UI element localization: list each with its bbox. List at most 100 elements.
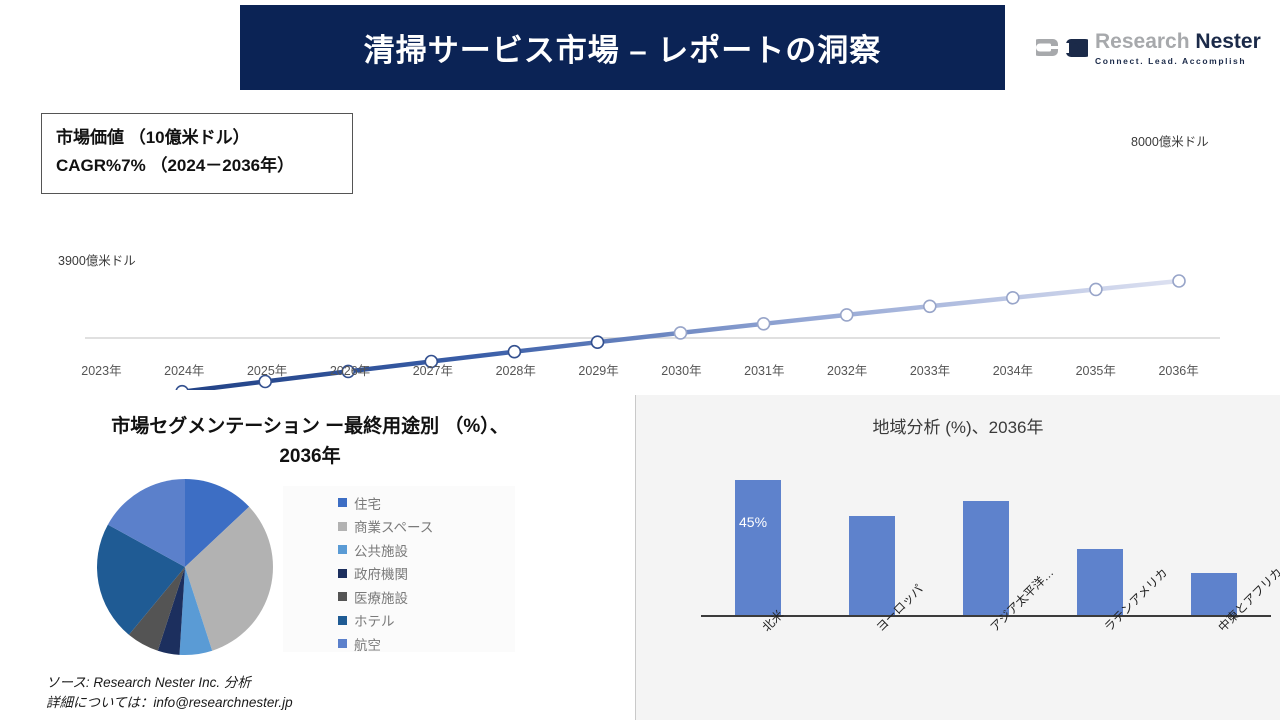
x-axis-year-label: 2027年 (412, 364, 454, 378)
pie-slice (179, 567, 213, 656)
source-line-1: ソース: Research Nester Inc. 分析 (46, 675, 251, 690)
bar[interactable] (1077, 549, 1123, 615)
bar-slot (815, 465, 929, 615)
segmentation-title-line1: 市場セグメンテーション ー最終用途別 （%）、 (111, 416, 509, 437)
line-data-point (673, 326, 688, 340)
line-data-point (1005, 291, 1020, 305)
line-data-point (590, 335, 605, 349)
x-axis-year-label: 2031年 (744, 364, 785, 378)
legend-item-label: ホテル (354, 614, 395, 630)
legend-swatch-icon (338, 592, 347, 602)
x-axis-year-label: 2028年 (495, 364, 536, 378)
legend-swatch-icon (338, 498, 347, 508)
pie-svg (97, 479, 273, 656)
x-axis-year-label: 2023年 (81, 364, 122, 378)
legend-item-label: 公共施設 (354, 543, 408, 559)
segmentation-panel: 市場セグメンテーション ー最終用途別 （%）、 2036年 住宅商業スペース 公共… (0, 395, 635, 720)
line-data-point (507, 344, 522, 359)
segmentation-pie-chart (96, 478, 274, 656)
logo-wordmark: Research Nester (1095, 31, 1261, 52)
line-data-point (424, 354, 439, 369)
market-value-box: 市場価値 （10億米ドル） CAGR%7% （2024－2036年） (41, 113, 353, 194)
x-axis-year-label: 2030年 (661, 364, 702, 378)
legend-swatch-icon (338, 545, 347, 555)
pie-slice (185, 506, 273, 651)
bar-slot (1043, 465, 1157, 615)
line-chart-svg (85, 274, 1220, 390)
pie-slice (128, 567, 185, 651)
cagr-line: CAGR%7% （2024－2036年） (56, 156, 295, 176)
legend-item[interactable]: 医療施設 (338, 585, 515, 609)
bar-xlabel-slot: ラテンアメリカ (1043, 565, 1170, 707)
line-start-value-label: 3900億米ドル (58, 254, 136, 268)
bar-slot: 45% (701, 465, 815, 615)
x-axis-year-label: 2036年 (1158, 364, 1199, 378)
segmentation-title-line2: 2036年 (279, 446, 341, 468)
legend-item-label: 政府機関 (354, 567, 408, 583)
pie-slice (97, 524, 185, 635)
header-banner: 清掃サービス市場 – レポートの洞察 (240, 5, 1005, 90)
legend-item-label: 住宅 (354, 496, 381, 512)
pie-slice (157, 567, 185, 655)
legend-item-label: 商業スペース (354, 520, 434, 536)
x-axis-year-label: 2026年 (329, 364, 371, 378)
regional-bar-baseline (701, 615, 1271, 617)
legend-item[interactable]: 政府機関 (338, 562, 515, 586)
bar[interactable] (1191, 573, 1237, 615)
bar-slot (929, 465, 1043, 615)
logo-text: Research Nester Connect. Lead. Accomplis… (1095, 31, 1261, 66)
legend-swatch-icon (338, 615, 347, 625)
bar-xlabel-slot: ヨーロッパ (815, 582, 929, 707)
logo-tagline: Connect. Lead. Accomplish (1095, 55, 1247, 66)
logo-word-research: Research (1095, 29, 1190, 53)
legend-item[interactable]: 商業スペース (338, 515, 515, 539)
legend-item[interactable]: ホテル (338, 609, 515, 633)
regional-analysis-panel: 地域分析 (%)、2036年 45% 北米 ヨーロッパ アジア太平洋… ラテンアメリカ… (635, 395, 1280, 720)
market-value-line-chart: 3900億米ドル 8000億米ドル (0, 100, 1280, 390)
legend-item-label: 医療施設 (354, 590, 408, 606)
line-data-point (922, 299, 937, 314)
interlocking-links-icon (1036, 39, 1088, 57)
line-data-point (341, 364, 356, 379)
bar-xlabel-slot: 北米 (701, 607, 815, 707)
line-data-point (1172, 274, 1186, 288)
page-title: 清掃サービス市場 – レポートの洞察 (363, 33, 882, 68)
market-value-line: 市場価値 （10億米ドル） (56, 128, 250, 147)
legend-item[interactable]: 住宅 (338, 491, 515, 515)
bar-xlabel-slot: 中東とアフリカ (1157, 565, 1280, 707)
bar-slot (1157, 465, 1271, 615)
legend-item[interactable]: 公共施設 (338, 538, 515, 562)
line-data-point (175, 384, 189, 390)
regional-bar-x-axis: 北米 ヨーロッパ アジア太平洋… ラテンアメリカ 中東とアフリカ (701, 565, 1280, 707)
line-series-path (177, 278, 1182, 390)
regional-bar-chart: 45% (701, 465, 1271, 615)
x-axis-year-label: 2025年 (246, 364, 288, 378)
x-axis-year-label: 2029年 (578, 364, 619, 378)
pie-slice (107, 479, 185, 567)
line-series-markers (175, 274, 1186, 390)
pie-slice (185, 479, 250, 567)
bar-value-label: 45% (739, 514, 768, 530)
source-note: ソース: Research Nester Inc. 分析 詳細については：inf… (46, 673, 293, 712)
legend-item-label: 航空 (354, 637, 381, 653)
line-data-point (258, 374, 273, 389)
logo-word-nester: Nester (1195, 29, 1261, 53)
bar[interactable]: 45% (735, 480, 781, 615)
legend-swatch-icon (338, 521, 347, 531)
legend-swatch-icon (338, 639, 347, 649)
bar[interactable] (849, 516, 895, 615)
x-axis-year-label: 2035年 (1075, 364, 1116, 378)
line-data-point (756, 317, 771, 331)
legend-item[interactable]: 航空 (338, 632, 515, 656)
bar[interactable] (963, 501, 1009, 615)
segmentation-legend: 住宅商業スペース 公共施設政府機関医療施設ホテル航空 (283, 486, 515, 653)
segmentation-title: 市場セグメンテーション ー最終用途別 （%）、 2036年 (0, 412, 620, 473)
x-axis-year-label: 2034年 (992, 364, 1034, 378)
company-logo: Research Nester Connect. Lead. Accomplis… (1036, 22, 1261, 74)
line-data-point (1089, 282, 1103, 297)
x-axis-year-label: 2024年 (164, 364, 205, 378)
bar-xlabel-slot: アジア太平洋… (929, 565, 1056, 707)
source-line-2: 詳細については：info@researchnester.jp (46, 694, 293, 710)
line-data-point (839, 308, 854, 322)
x-axis-year-label: 2033年 (909, 364, 951, 378)
